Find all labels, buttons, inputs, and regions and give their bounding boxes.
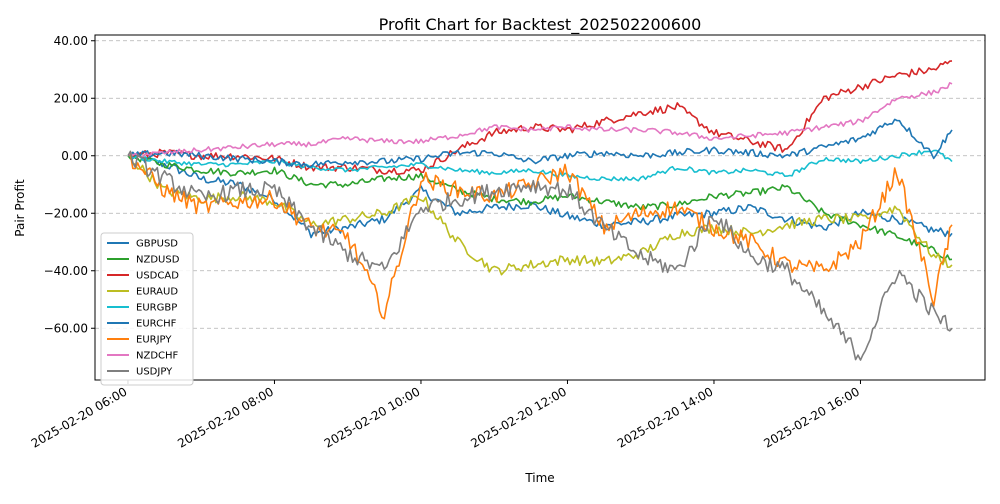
y-tick-label: 40.00 (54, 34, 88, 48)
series-line-usdjpy (127, 150, 953, 361)
legend: GBPUSD NZDUSD USDCAD EURAUD EURGBP EURCHF EURJ… (100, 232, 194, 386)
y-axis-label: Pair Profit (13, 179, 27, 237)
legend-label: NZDCHF (136, 351, 179, 362)
legend-label: EURAUD (136, 287, 178, 298)
series-line-eurchf (127, 118, 953, 168)
series-line-nzdchf (127, 82, 953, 158)
legend-box (100, 232, 194, 386)
legend-label: USDJPY (136, 367, 173, 378)
series-line-nzdusd (127, 152, 953, 261)
series-line-gbpusd (127, 153, 953, 239)
y-tick-label: −60.00 (44, 321, 88, 335)
legend-label: USDCAD (136, 271, 179, 282)
x-axis-label: Time (524, 471, 554, 485)
y-tick-label: −20.00 (44, 206, 88, 220)
y-axis: 40.00 20.00 0.00 −20.00 −40.00 −60.00 (44, 34, 95, 335)
series-lines (127, 60, 953, 361)
legend-label: NZDUSD (136, 255, 180, 266)
legend-label: EURCHF (136, 319, 177, 330)
y-tick-label: 0.00 (61, 149, 88, 163)
series-line-usdcad (127, 60, 953, 175)
legend-label: EURGBP (136, 303, 177, 314)
plot-frame (94, 34, 986, 381)
series-line-eurjpy (127, 153, 953, 320)
legend-label: GBPUSD (136, 239, 178, 250)
chart-title: Profit Chart for Backtest_202502200600 (379, 15, 702, 35)
y-tick-label: −40.00 (44, 264, 88, 278)
y-tick-label: 20.00 (54, 91, 88, 105)
legend-label: EURJPY (136, 335, 172, 346)
